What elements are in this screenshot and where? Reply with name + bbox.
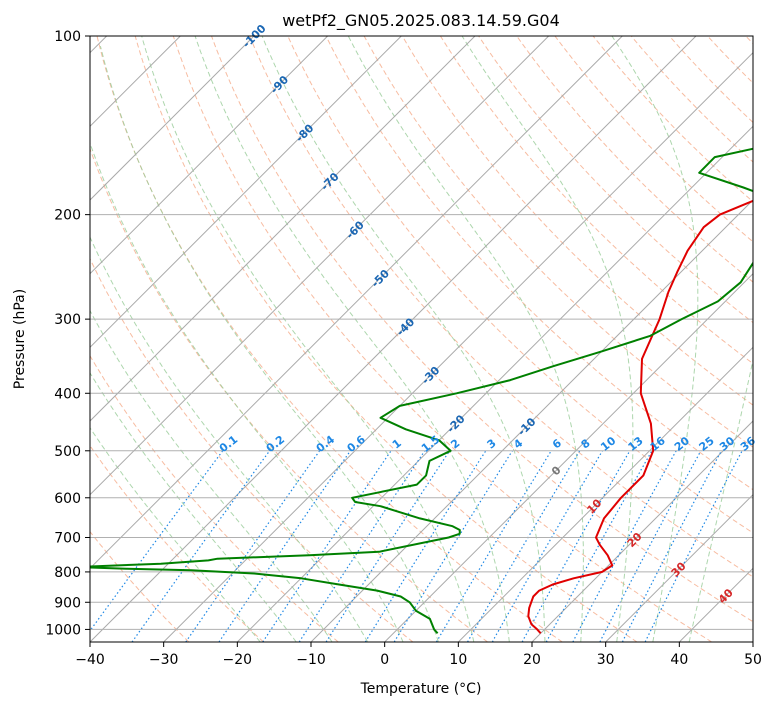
- moist-adiabat: [90, 426, 261, 642]
- dry-adiabat: [211, 36, 753, 623]
- chart-title: wetPf2_GN05.2025.083.14.59.G04: [282, 11, 560, 31]
- y-tick-label: 500: [54, 444, 81, 460]
- dry-adiabat: [96, 36, 563, 642]
- x-tick-label: −20: [223, 652, 253, 668]
- moist-adiabat: [688, 357, 753, 642]
- skewed-isotherm: [90, 36, 476, 422]
- mixing-ratio-line: [131, 450, 271, 642]
- y-tick-label: 700: [54, 531, 81, 547]
- dry-adiabat: [401, 36, 753, 406]
- mixing-ratio-line: [262, 450, 392, 642]
- skewed-isotherm: [605, 493, 753, 642]
- skewed-isotherm: [90, 36, 329, 275]
- dry-adiabat: [90, 444, 264, 642]
- moist-adiabat: [261, 36, 546, 642]
- y-axis-title: Pressure (hPa): [12, 289, 28, 389]
- x-tick-label: 40: [670, 652, 688, 668]
- dry-adiabat: [439, 36, 753, 365]
- skewed-isotherm: [90, 36, 255, 201]
- skewed-isotherm: [90, 36, 697, 642]
- x-tick-label: −40: [75, 652, 105, 668]
- profile-series: [90, 147, 753, 634]
- moist-adiabat: [194, 36, 510, 642]
- skewed-isotherm: [163, 51, 753, 642]
- dry-adiabat: [516, 36, 753, 283]
- mixing-ratio-line: [218, 450, 351, 642]
- dry-adiabat: [172, 36, 712, 642]
- mixing-ratio-line: [599, 450, 702, 642]
- x-tick-label: −30: [149, 652, 179, 668]
- mixing-ratio-line: [185, 450, 321, 642]
- x-tick-label: 10: [449, 652, 467, 668]
- temperature-profile: [527, 199, 753, 634]
- mixing-ratio-line: [545, 450, 653, 642]
- y-tick-label: 1000: [45, 622, 81, 638]
- plot-frame: [89, 35, 754, 643]
- y-tick-label: 800: [54, 565, 81, 581]
- skewed-isotherm: [236, 125, 753, 642]
- x-tick-label: 0: [380, 652, 389, 668]
- plot-background: [90, 36, 753, 642]
- skewed-isotherm: [384, 272, 753, 642]
- x-tick-label: 30: [597, 652, 615, 668]
- x-axis: −40 −30 −20 −10 0 10 20 30 40 50: [75, 642, 762, 668]
- dry-adiabat: [90, 147, 488, 642]
- dry-adiabat: [249, 36, 753, 578]
- y-tick-label: 300: [54, 312, 81, 328]
- moist-adiabat: [90, 141, 404, 642]
- skewed-isotherm: [90, 36, 623, 570]
- dry-adiabat: [325, 36, 753, 491]
- y-tick-label: 400: [54, 386, 81, 402]
- y-tick-label: 100: [54, 29, 81, 45]
- y-axis: 1000 900 800 700 600 500 400 300 200 100: [45, 29, 90, 638]
- y-tick-label: 600: [54, 491, 81, 507]
- dry-adiabat: [134, 36, 638, 642]
- mixing-ratio-line: [435, 450, 552, 642]
- y-tick-label: 200: [54, 208, 81, 224]
- mixing-ratio-line: [521, 450, 631, 642]
- skewed-isotherm: [531, 420, 753, 642]
- y-tick-label: 900: [54, 595, 81, 611]
- x-tick-label: −10: [296, 652, 326, 668]
- dewpoint-profile: [90, 147, 753, 634]
- skewed-isotherm: [457, 346, 753, 642]
- dry-adiabat: [90, 530, 190, 642]
- moist-adiabat: [90, 236, 369, 642]
- skewed-isotherm: [90, 36, 402, 349]
- mixing-ratio-line: [364, 450, 487, 642]
- mixing-ratio-line: [298, 450, 426, 642]
- mixing-ratio-line: [325, 450, 451, 642]
- pressure-gridlines: [90, 36, 753, 630]
- moist-adiabat: [611, 36, 699, 642]
- moist-adiabat: [99, 45, 439, 642]
- skewed-isotherm: [90, 36, 550, 496]
- x-tick-label: 20: [523, 652, 541, 668]
- skewed-isotherm: [310, 199, 753, 642]
- mixing-ratio-line: [644, 450, 743, 642]
- x-tick-label: 50: [744, 652, 762, 668]
- mixing-ratio-line: [572, 450, 677, 642]
- moist-adiabat: [347, 36, 584, 642]
- dry-adiabat: [90, 354, 339, 642]
- x-axis-title: Temperature (°C): [360, 681, 482, 697]
